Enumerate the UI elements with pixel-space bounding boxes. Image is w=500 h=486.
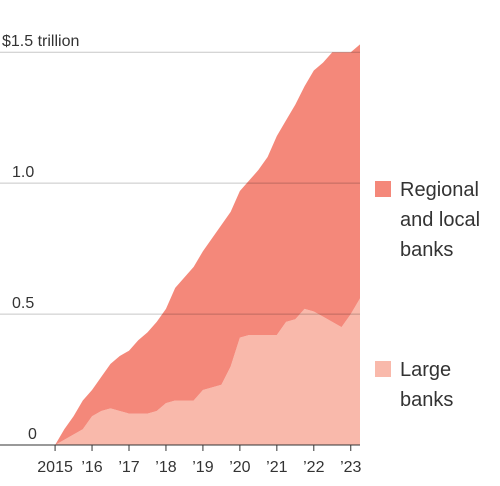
x-tick-label: ’17: [118, 459, 139, 476]
x-tick-label: ’20: [229, 459, 250, 476]
legend-label: Regional and local banks: [400, 179, 481, 261]
legend-label: Large banks: [400, 359, 454, 411]
x-tick-label: ’16: [81, 459, 102, 476]
y-tick-label: 0.5: [12, 295, 34, 312]
area: [55, 298, 360, 445]
x-tick-label: ’22: [303, 459, 324, 476]
y-tick-label: $1.5 trillion: [2, 33, 79, 50]
x-tick-label: ’18: [155, 459, 176, 476]
legend-swatch: [375, 361, 391, 377]
x-tick-label: ’19: [192, 459, 213, 476]
legend-item: Large banks: [375, 355, 492, 415]
y-tick-label: 0: [28, 426, 37, 443]
x-tick-label: 2015: [37, 459, 73, 476]
area: [55, 44, 360, 446]
legend-swatch: [375, 181, 391, 197]
y-tick-label: 1.0: [12, 164, 34, 181]
x-tick-label: ’23: [340, 459, 361, 476]
x-tick-label: ’21: [266, 459, 287, 476]
legend-item: Regional and local banks: [375, 175, 492, 265]
